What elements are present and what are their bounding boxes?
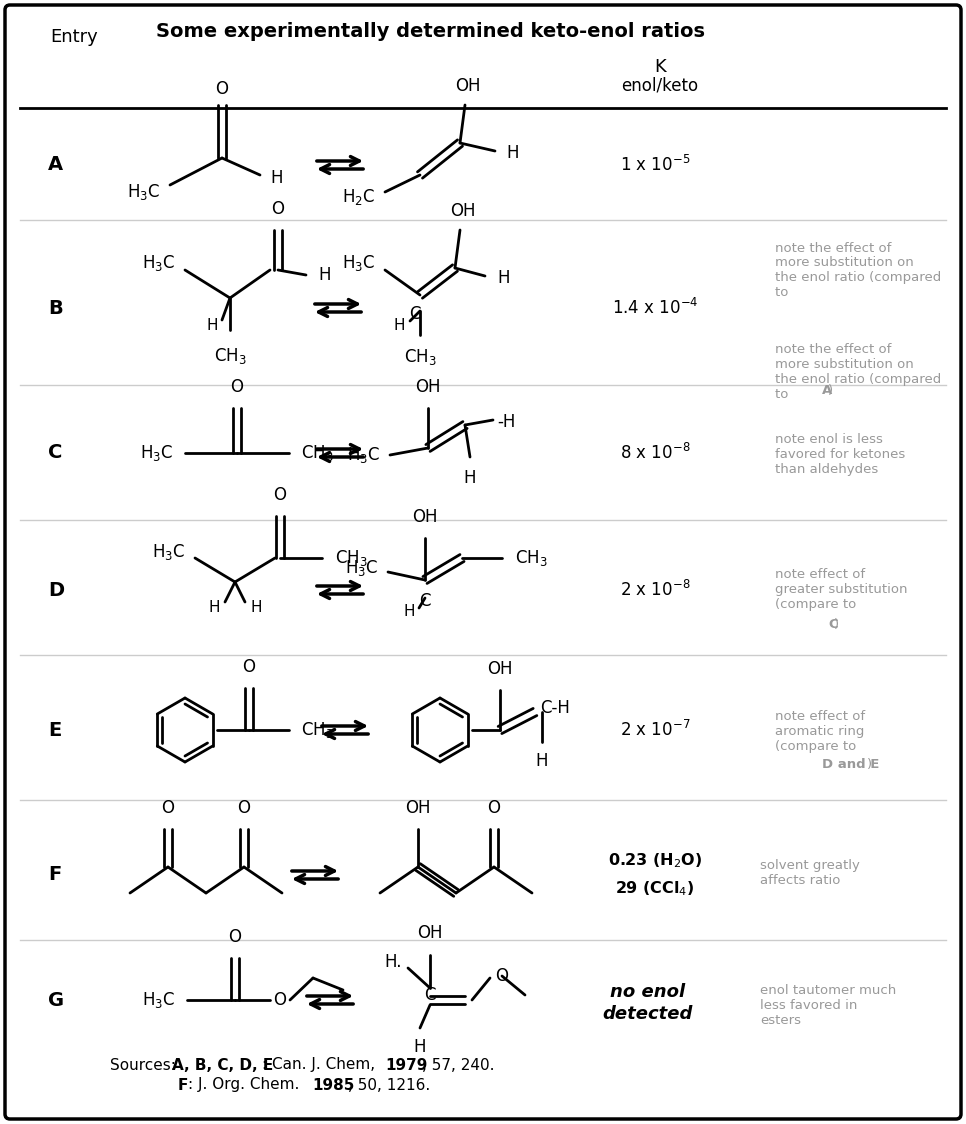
Text: A: A <box>822 384 833 397</box>
Text: H$_3$C: H$_3$C <box>152 542 185 562</box>
Text: CH$_3$: CH$_3$ <box>213 346 246 366</box>
Text: O: O <box>273 486 287 504</box>
Text: ): ) <box>867 758 872 771</box>
Text: CH$_3$: CH$_3$ <box>301 443 334 463</box>
Text: ): ) <box>828 384 833 397</box>
Text: H: H <box>270 169 282 187</box>
Text: OH: OH <box>415 378 440 396</box>
Text: H: H <box>497 269 509 287</box>
Text: OH: OH <box>487 660 513 678</box>
Text: H: H <box>318 266 330 284</box>
Text: H: H <box>404 605 415 619</box>
Text: H: H <box>506 144 519 162</box>
Text: note effect of
aromatic ring
(compare to: note effect of aromatic ring (compare to <box>775 710 866 753</box>
Text: enol tautomer much
less favored in
esters: enol tautomer much less favored in ester… <box>760 984 896 1027</box>
Text: no enol: no enol <box>611 984 686 1001</box>
Text: G: G <box>48 990 64 1009</box>
Text: F: F <box>178 1078 188 1093</box>
FancyBboxPatch shape <box>5 4 961 1120</box>
Text: O: O <box>242 658 255 676</box>
Text: ): ) <box>834 618 839 631</box>
Text: 29 (CCl$_4$): 29 (CCl$_4$) <box>615 880 695 898</box>
Text: H$_3$C: H$_3$C <box>142 253 175 273</box>
Text: : J. Org. Chem.: : J. Org. Chem. <box>188 1078 304 1093</box>
Text: , 57, 240.: , 57, 240. <box>422 1058 495 1072</box>
Text: 2 x 10$^{-8}$: 2 x 10$^{-8}$ <box>620 580 691 600</box>
Text: enol/keto: enol/keto <box>621 76 698 94</box>
Text: : Can. J. Chem,: : Can. J. Chem, <box>262 1058 380 1072</box>
Text: D and E: D and E <box>822 758 879 771</box>
Text: H$_3$C: H$_3$C <box>345 558 378 578</box>
Text: O: O <box>231 378 243 396</box>
Text: H: H <box>209 599 220 615</box>
Text: 1.4 x 10$^{-4}$: 1.4 x 10$^{-4}$ <box>611 298 698 318</box>
Text: CH$_3$: CH$_3$ <box>404 347 437 368</box>
Text: H: H <box>207 318 218 334</box>
Text: K: K <box>654 58 666 76</box>
Text: CH$_3$: CH$_3$ <box>515 549 548 568</box>
Text: F: F <box>48 865 61 885</box>
Text: C: C <box>424 986 436 1004</box>
Text: D: D <box>48 580 64 599</box>
Text: solvent greatly
affects ratio: solvent greatly affects ratio <box>760 859 860 887</box>
Text: O: O <box>271 200 285 218</box>
Text: H: H <box>464 469 476 487</box>
Text: H.: H. <box>384 953 402 971</box>
Text: H$_3$C: H$_3$C <box>347 445 380 465</box>
Text: 8 x 10$^{-8}$: 8 x 10$^{-8}$ <box>620 443 691 463</box>
Text: O: O <box>488 799 500 817</box>
Text: OH: OH <box>450 202 475 220</box>
Text: 1 x 10$^{-5}$: 1 x 10$^{-5}$ <box>620 155 691 175</box>
Text: O: O <box>229 928 242 946</box>
Text: note enol is less
favored for ketones
than aldehydes: note enol is less favored for ketones th… <box>775 433 905 475</box>
Text: H$_3$C: H$_3$C <box>127 182 160 202</box>
Text: O: O <box>238 799 250 817</box>
Text: E: E <box>48 720 61 740</box>
Text: OH: OH <box>455 78 481 96</box>
Text: B: B <box>48 299 63 317</box>
Text: OH: OH <box>406 799 431 817</box>
Text: O: O <box>161 799 175 817</box>
Text: O: O <box>215 80 229 98</box>
Text: -H: -H <box>497 413 516 430</box>
Text: OH: OH <box>412 508 438 526</box>
Text: H$_3$C: H$_3$C <box>142 990 175 1010</box>
Text: Entry: Entry <box>50 28 98 46</box>
Text: C: C <box>48 444 63 462</box>
Text: Some experimentally determined keto-enol ratios: Some experimentally determined keto-enol… <box>156 22 704 40</box>
Text: O: O <box>495 967 508 985</box>
Text: H$_2$C: H$_2$C <box>342 187 375 207</box>
Text: note the effect of
more substitution on
the enol ratio (compared
to: note the effect of more substitution on … <box>775 343 941 401</box>
Text: A: A <box>48 155 63 174</box>
Text: H: H <box>413 1037 426 1057</box>
Text: detected: detected <box>603 1005 694 1023</box>
Text: OH: OH <box>417 924 442 942</box>
Text: H$_3$C: H$_3$C <box>140 443 173 463</box>
Text: H: H <box>393 317 405 333</box>
Text: 0.23 (H$_2$O): 0.23 (H$_2$O) <box>608 852 702 870</box>
Text: 2 x 10$^{-7}$: 2 x 10$^{-7}$ <box>620 720 691 740</box>
Text: C: C <box>419 592 431 610</box>
Text: CH$_3$: CH$_3$ <box>301 720 334 740</box>
Text: C: C <box>410 305 421 323</box>
Text: Sources:: Sources: <box>110 1058 181 1072</box>
Text: 1985: 1985 <box>312 1078 355 1093</box>
Text: H: H <box>250 599 262 615</box>
Text: C: C <box>828 618 838 631</box>
Text: CH$_3$: CH$_3$ <box>335 549 368 568</box>
Text: H$_3$C: H$_3$C <box>342 253 375 273</box>
Text: C-H: C-H <box>540 699 570 717</box>
Text: H: H <box>536 752 549 770</box>
Text: A, B, C, D, E: A, B, C, D, E <box>172 1058 273 1072</box>
Text: O: O <box>273 991 287 1009</box>
Text: 1979: 1979 <box>385 1058 427 1072</box>
Text: note effect of
greater substitution
(compare to: note effect of greater substitution (com… <box>775 568 907 611</box>
Text: note the effect of
more substitution on
the enol ratio (compared
to: note the effect of more substitution on … <box>775 242 941 315</box>
Text: , 50, 1216.: , 50, 1216. <box>348 1078 430 1093</box>
